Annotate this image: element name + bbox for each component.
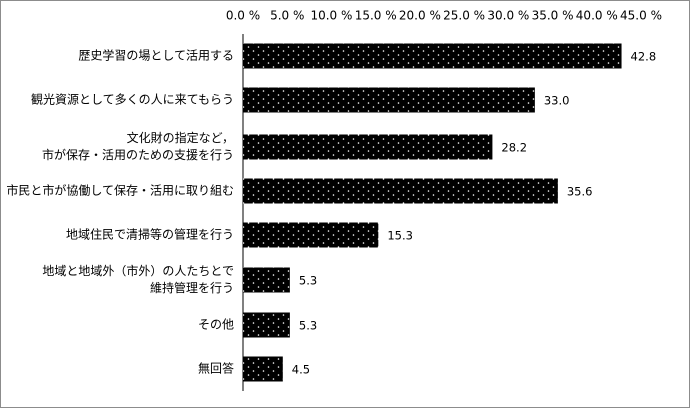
category-label: 無回答	[198, 361, 234, 376]
bar	[243, 134, 493, 160]
category-label: 歴史学習の場として活用する	[78, 48, 234, 63]
category-label: 維持管理を行う	[150, 280, 234, 295]
bar	[243, 356, 283, 382]
bars	[243, 43, 622, 382]
data-label: 15.3	[387, 229, 413, 243]
category-label: 地域住民で清掃等の管理を行う	[66, 227, 234, 242]
x-tick-label: 40.0 %	[576, 9, 618, 23]
bar	[243, 312, 290, 338]
x-tick-label: 45.0 %	[620, 9, 662, 23]
category-label: 市民と市が協働して保存・活用に取り組む	[6, 183, 234, 198]
x-tick-label: 0.0 %	[226, 9, 260, 23]
data-label: 5.3	[299, 274, 317, 288]
data-label: 5.3	[299, 319, 317, 333]
x-tick-label: 10.0 %	[310, 9, 352, 23]
category-label: 観光資源として多くの人に来てもらう	[31, 93, 234, 107]
value-labels: 42.8 33.0 28.2 35.6 15.3 5.3 5.3 4.5	[292, 50, 656, 377]
data-label: 4.5	[292, 363, 310, 377]
data-label: 42.8	[631, 50, 657, 64]
x-tick-label: 30.0 %	[487, 9, 529, 23]
x-axis-ticks: 0.0 % 5.0 % 10.0 % 15.0 % 20.0 % 25.0 % 30.0 %…	[226, 9, 662, 23]
category-label: 市が保存・活用のための支援を行う	[42, 147, 234, 162]
data-label: 28.2	[501, 141, 527, 155]
data-label: 35.6	[567, 185, 593, 199]
bar	[243, 87, 535, 113]
data-label: 33.0	[544, 94, 570, 108]
bar	[243, 178, 558, 204]
bar	[243, 222, 379, 248]
x-tick-label: 15.0 %	[355, 9, 397, 23]
category-label: 地域と地域外（市外）の人たちとで	[42, 263, 234, 278]
x-tick-label: 5.0 %	[270, 9, 304, 23]
x-tick-label: 25.0 %	[443, 9, 485, 23]
x-tick-label: 20.0 %	[399, 9, 441, 23]
category-label: その他	[198, 318, 234, 332]
x-tick-label: 35.0 %	[532, 9, 574, 23]
bar	[243, 267, 290, 293]
bar	[243, 43, 622, 69]
category-label: 文化財の指定など，	[127, 130, 234, 145]
